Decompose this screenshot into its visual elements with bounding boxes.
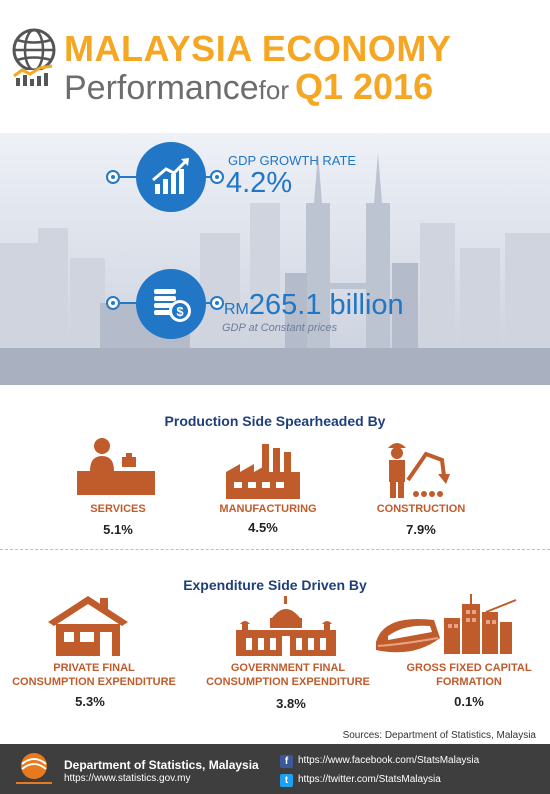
gdp-subtitle: GDP at Constant prices — [222, 322, 338, 334]
private-consumption-label-2: CONSUMPTION EXPENDITURE — [12, 676, 176, 688]
cashier-icon — [77, 438, 155, 495]
factory-icon — [226, 444, 300, 499]
government-building-icon — [236, 596, 336, 656]
skyline-background — [0, 133, 550, 385]
connector-dot-left — [106, 170, 120, 184]
twitter-icon[interactable]: t — [280, 774, 293, 787]
footer-facebook-link[interactable]: https://www.facebook.com/StatsMalaysia — [298, 755, 480, 766]
government-consumption-label-1: GOVERNMENT FINAL — [230, 662, 346, 674]
rising-bar-chart-icon — [152, 158, 189, 194]
services-value: 5.1% — [103, 522, 133, 537]
train-buildings-crane-icon — [376, 594, 517, 654]
section-divider — [0, 549, 550, 550]
header: MALAYSIA ECONOMY Performancefor Q1 2016 — [0, 0, 550, 128]
private-consumption-value: 5.3% — [75, 694, 105, 709]
gdp-value-circle: $ — [136, 269, 206, 339]
title-line1: MALAYSIA ECONOMY — [64, 28, 452, 69]
government-consumption-label-2: CONSUMPTION EXPENDITURE — [206, 676, 370, 688]
facebook-icon[interactable]: f — [280, 755, 293, 768]
gross-capital-value: 0.1% — [454, 694, 484, 709]
house-icon — [48, 596, 128, 656]
construction-value: 7.9% — [406, 522, 436, 537]
gdp-growth-label: GDP GROWTH RATE — [228, 153, 357, 168]
gdp-growth-value: 4.2% — [226, 167, 293, 199]
title-line2: Performancefor Q1 2016 — [64, 66, 433, 108]
sources-text: Sources: Department of Statistics, Malay… — [342, 730, 536, 741]
title-quarter: Q1 2016 — [294, 66, 434, 107]
title-performance: Performance — [64, 69, 259, 107]
footer: Department of Statistics, Malaysia https… — [0, 744, 550, 794]
footer-website-link[interactable]: https://www.statistics.gov.my — [64, 773, 191, 784]
construction-worker-excavator-icon — [388, 443, 450, 498]
connector-dot-left-2 — [106, 296, 120, 310]
coins-dollar-icon: $ — [154, 289, 191, 322]
footer-twitter-link[interactable]: https://twitter.com/StatsMalaysia — [298, 774, 441, 785]
title-for: for — [258, 75, 289, 105]
services-label: SERVICES — [90, 503, 146, 515]
svg-text:$: $ — [176, 304, 184, 319]
connector-line-left-2 — [120, 302, 137, 304]
connector-dot-right-2 — [210, 296, 224, 310]
gdp-currency: RM — [224, 301, 249, 318]
private-consumption-label-1: PRIVATE FINAL — [53, 662, 135, 674]
manufacturing-label: MANUFACTURING — [219, 503, 317, 515]
government-consumption-value: 3.8% — [276, 696, 306, 711]
expenditure-title: Expenditure Side Driven By — [183, 577, 367, 593]
connector-dot-right — [210, 170, 224, 184]
manufacturing-value: 4.5% — [248, 520, 278, 535]
production-title: Production Side Spearheaded By — [164, 413, 386, 429]
gross-capital-label-2: FORMATION — [436, 676, 502, 688]
gdp-growth-circle — [136, 142, 206, 212]
gdp-value: RM265.1 billion — [224, 289, 404, 322]
city-skyline-banner: GDP GROWTH RATE 4.2% $ RM265.1 billion G… — [0, 133, 550, 385]
gross-capital-label-1: GROSS FIXED CAPITAL — [406, 662, 532, 674]
connector-line-left — [120, 176, 137, 178]
footer-org-name: Department of Statistics, Malaysia — [64, 758, 259, 772]
dosm-logo-icon — [16, 753, 52, 784]
construction-label: CONSTRUCTION — [376, 503, 466, 515]
gdp-amount: 265.1 billion — [248, 289, 404, 321]
globe-chart-icon — [12, 28, 56, 86]
